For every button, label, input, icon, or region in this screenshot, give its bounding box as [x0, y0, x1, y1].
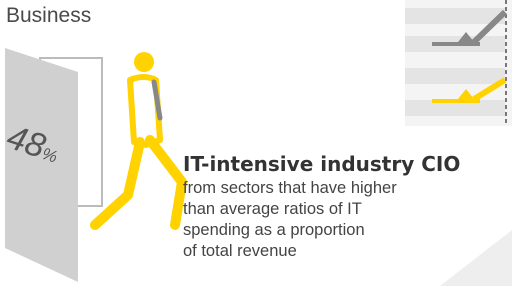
stripe: [405, 8, 505, 24]
legs: [95, 140, 182, 225]
description-line: spending as a proportion: [183, 220, 397, 241]
infographic: Business 48% IT-intensive industry CIO f…: [0, 0, 512, 286]
stripe: [405, 68, 505, 84]
heading: IT-intensive industry CIO: [183, 152, 460, 176]
description-line: than average ratios of IT: [183, 199, 397, 220]
head: [134, 52, 154, 72]
label: Business: [6, 4, 91, 28]
description-line: from sectors that have higher: [183, 178, 397, 199]
corner-shape: [440, 230, 512, 286]
yellow-base: [432, 99, 480, 103]
gray-base: [432, 42, 480, 46]
description-line: of total revenue: [183, 241, 397, 262]
